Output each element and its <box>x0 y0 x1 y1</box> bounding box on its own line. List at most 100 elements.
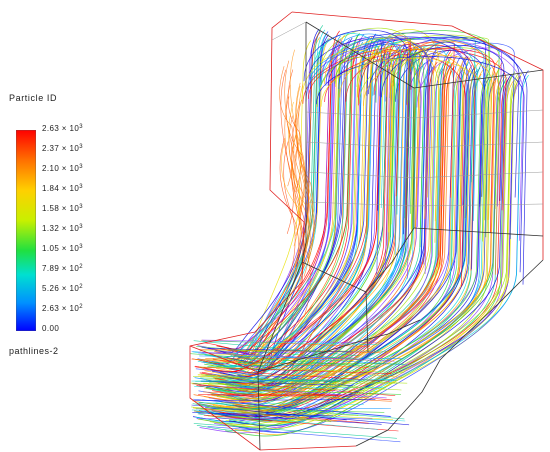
colorbar-tick-label: 1.05 × 103 <box>42 244 83 253</box>
figure-caption: pathlines-2 <box>9 346 59 356</box>
pathline <box>293 143 311 317</box>
colorbar-tick-label: 7.89 × 102 <box>42 264 83 273</box>
pathline <box>291 135 305 289</box>
pathline <box>207 348 352 353</box>
pathline <box>195 359 353 361</box>
pathline <box>202 339 382 344</box>
pathline <box>239 67 481 421</box>
pathline <box>289 49 306 216</box>
pathline <box>197 375 365 377</box>
pathline <box>190 353 377 368</box>
pathline <box>203 367 392 374</box>
wire-edge <box>355 259 544 447</box>
pathline <box>284 96 302 268</box>
wire-grid <box>305 171 544 179</box>
pathline <box>198 350 388 354</box>
pathline <box>416 41 476 270</box>
pathline <box>298 83 315 262</box>
pathline <box>199 366 405 373</box>
pathline <box>291 118 307 278</box>
wire-edge <box>291 11 544 260</box>
pathline <box>191 379 395 382</box>
pathline <box>190 382 379 392</box>
pathline <box>200 339 370 347</box>
pathline <box>318 27 416 230</box>
pathline <box>191 404 347 421</box>
wire-grid <box>271 21 307 41</box>
wire-grid <box>305 109 544 119</box>
pathline <box>280 69 294 234</box>
pathline <box>383 46 393 233</box>
pathline <box>195 380 398 382</box>
pathline <box>218 29 326 353</box>
pathline <box>237 80 519 422</box>
pathline <box>197 40 343 353</box>
pathline <box>230 73 522 429</box>
pathline <box>192 69 478 422</box>
pathline <box>363 55 493 220</box>
colorbar-tick-label: 5.26 × 102 <box>42 284 83 293</box>
pathline <box>205 63 445 394</box>
colorbar-tick-label: 0.00 <box>42 324 60 333</box>
wire-edge <box>413 227 544 237</box>
pathline <box>215 66 476 409</box>
pathline <box>211 77 510 417</box>
pathline <box>220 40 340 355</box>
pathline <box>200 408 385 413</box>
pathline <box>196 73 489 410</box>
pathline <box>195 368 331 383</box>
pathline <box>192 412 382 425</box>
pathline <box>192 60 499 414</box>
wire-grid <box>305 141 544 149</box>
pathline <box>191 358 370 368</box>
pathline <box>381 45 505 201</box>
pathline <box>359 47 487 242</box>
pathline <box>228 31 321 356</box>
pathline <box>198 45 348 367</box>
colorbar-tick-label: 2.37 × 103 <box>42 144 83 153</box>
pathline <box>279 138 296 278</box>
pathline <box>238 70 529 433</box>
pathline <box>374 35 410 228</box>
pathline <box>233 57 425 384</box>
pathline <box>229 73 512 427</box>
pathline <box>193 340 360 357</box>
pathline <box>288 115 309 260</box>
pathline <box>396 49 415 214</box>
pathline <box>281 138 301 268</box>
pathline <box>208 385 387 399</box>
wire-edge <box>257 319 421 373</box>
pathline <box>226 66 434 402</box>
colorbar-tick-label: 1.32 × 103 <box>42 224 83 233</box>
pathline <box>295 85 314 265</box>
pathline <box>398 42 430 275</box>
legend-title: Particle ID <box>9 93 58 103</box>
pathline <box>334 30 491 238</box>
wire-edge <box>189 345 259 373</box>
pathline <box>373 44 476 271</box>
pathline <box>221 62 479 408</box>
pathline <box>209 50 366 371</box>
pathline <box>203 359 404 378</box>
pathline <box>208 40 326 361</box>
colorbar-tick-label: 2.10 × 103 <box>42 164 83 173</box>
pathline <box>310 33 386 209</box>
pathline <box>195 407 394 420</box>
colorbar <box>16 130 36 331</box>
pathline <box>295 101 314 244</box>
colorbar-tick-label: 1.58 × 103 <box>42 204 83 213</box>
pathline <box>197 38 370 368</box>
pathline <box>215 45 380 375</box>
pathline <box>209 388 402 395</box>
pathline <box>392 40 500 275</box>
pathline <box>200 381 353 386</box>
wire-edge <box>189 11 305 451</box>
pathline <box>338 36 469 262</box>
pathline <box>407 52 425 248</box>
pathline <box>192 32 349 358</box>
pathline <box>209 362 404 365</box>
pathline <box>207 426 401 443</box>
colorbar-tick-label: 1.84 × 103 <box>42 184 83 193</box>
pathline <box>191 406 332 423</box>
